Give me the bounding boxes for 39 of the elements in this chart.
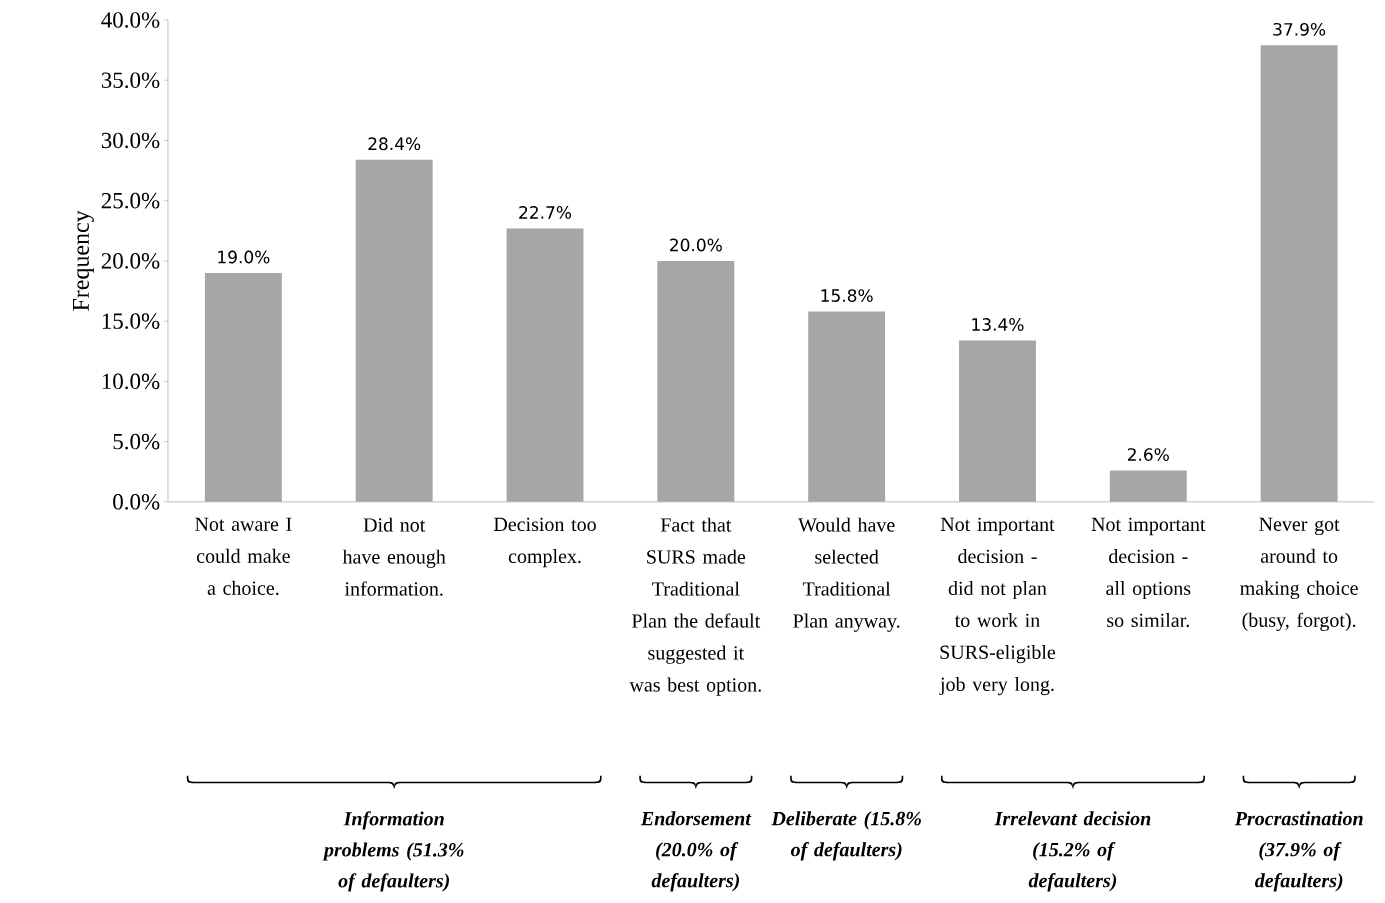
- bar: [657, 261, 735, 502]
- x-tick-label: Not aware I could make a choice.: [195, 517, 292, 596]
- text: Irrelevant decision (15.2% of defaulters): [994, 811, 1151, 892]
- x-tick-label: Did not have enough information.: [342, 517, 446, 596]
- data-label: 15.8%: [821, 289, 873, 303]
- y-tick-label: 25.0%: [101, 193, 160, 209]
- x-tick-label: Not important decision - all options so similar.: [1091, 517, 1206, 628]
- data-label: 28.4%: [368, 137, 421, 151]
- y-tick-label: 20.0%: [101, 253, 160, 269]
- text: Deliberate (15.8% of defaulters): [771, 811, 921, 861]
- data-label: 13.4%: [972, 318, 1024, 332]
- bar: [1260, 45, 1338, 502]
- y-tick-label: 10.0%: [102, 373, 160, 390]
- bar: [355, 159, 433, 502]
- x-tick-label: Decision too complex.: [493, 517, 596, 568]
- y-tick-label: 40.0%: [101, 12, 160, 28]
- text: Endorsement (20.0% of defaulters): [640, 811, 752, 892]
- data-label: 22.7%: [519, 206, 572, 219]
- text: Procrastination (37.9% of defaulters): [1234, 811, 1363, 892]
- bar: [1109, 470, 1187, 502]
- x-tick-label: Fact that SURS made Traditional Plan the default suggested it was best option.: [629, 517, 761, 696]
- y-tick-label: 35.0%: [101, 72, 160, 89]
- y-tick-label: 30.0%: [101, 132, 160, 149]
- text: Information problems (51.3% of defaulters): [322, 811, 464, 892]
- bar: [506, 228, 584, 502]
- data-label: 20.0%: [670, 238, 722, 252]
- bar: [808, 311, 886, 502]
- y-axis-title: Frequency: [73, 210, 94, 311]
- x-tick-label: Would have selected Traditional Plan anyway.: [793, 517, 900, 632]
- bar: [204, 273, 282, 502]
- x-tick-label: Not important decision - did not plan to work in SURS-eligible job very long.: [939, 517, 1056, 696]
- data-label: 37.9%: [1273, 23, 1326, 36]
- y-tick-label: 0.0%: [113, 494, 160, 510]
- bar: [959, 340, 1036, 502]
- data-label: 19.0%: [218, 250, 270, 264]
- y-tick-label: 5.0%: [113, 433, 160, 450]
- x-tick-label: Never got around to making choice (busy, forgot).: [1240, 517, 1358, 632]
- data-label: 2.6%: [1127, 448, 1169, 462]
- y-tick-label: 15.0%: [102, 313, 160, 330]
